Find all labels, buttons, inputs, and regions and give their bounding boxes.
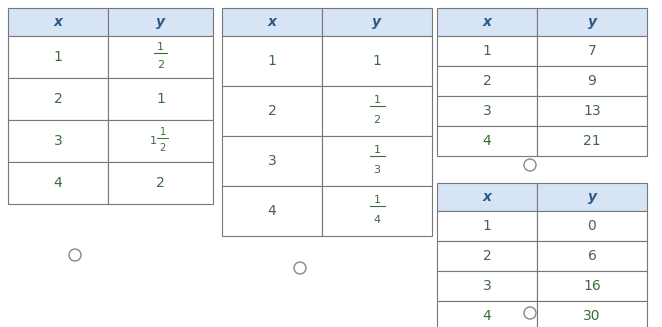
Bar bbox=[108, 36, 213, 78]
Bar bbox=[437, 183, 537, 211]
Bar bbox=[322, 86, 432, 136]
Text: 4: 4 bbox=[483, 134, 491, 148]
Text: x: x bbox=[54, 15, 62, 29]
Text: 13: 13 bbox=[583, 104, 601, 118]
Bar bbox=[222, 8, 322, 36]
Text: 3: 3 bbox=[483, 279, 491, 293]
Text: 3: 3 bbox=[267, 154, 276, 168]
Bar bbox=[108, 162, 213, 204]
Bar bbox=[8, 8, 108, 36]
Text: 9: 9 bbox=[588, 74, 596, 88]
Text: 1: 1 bbox=[156, 92, 165, 106]
Bar bbox=[437, 301, 537, 327]
Text: 1: 1 bbox=[373, 95, 381, 105]
Text: x: x bbox=[267, 15, 277, 29]
Text: 21: 21 bbox=[583, 134, 601, 148]
Bar bbox=[537, 211, 647, 241]
Bar bbox=[537, 96, 647, 126]
Bar bbox=[322, 8, 432, 36]
Bar bbox=[537, 36, 647, 66]
Text: 4: 4 bbox=[54, 176, 62, 190]
Text: 1: 1 bbox=[373, 145, 381, 155]
Text: 2: 2 bbox=[54, 92, 62, 106]
Text: 1: 1 bbox=[54, 50, 62, 64]
Text: 16: 16 bbox=[583, 279, 601, 293]
Bar bbox=[8, 78, 108, 120]
Text: 1: 1 bbox=[150, 136, 157, 146]
Text: 2: 2 bbox=[373, 115, 381, 125]
Bar bbox=[8, 162, 108, 204]
Text: 2: 2 bbox=[160, 143, 166, 153]
Text: 3: 3 bbox=[373, 165, 381, 175]
Text: 2: 2 bbox=[156, 176, 165, 190]
Bar bbox=[537, 126, 647, 156]
Text: 4: 4 bbox=[483, 309, 491, 323]
Bar bbox=[537, 183, 647, 211]
Bar bbox=[537, 301, 647, 327]
Bar bbox=[437, 271, 537, 301]
Bar bbox=[437, 126, 537, 156]
Text: 4: 4 bbox=[267, 204, 276, 218]
Bar bbox=[437, 36, 537, 66]
Bar bbox=[537, 66, 647, 96]
Bar bbox=[8, 120, 108, 162]
Text: 1: 1 bbox=[483, 44, 491, 58]
Text: 4: 4 bbox=[373, 215, 381, 225]
Text: 3: 3 bbox=[483, 104, 491, 118]
Text: 1: 1 bbox=[483, 219, 491, 233]
Bar bbox=[222, 36, 322, 86]
Text: 2: 2 bbox=[483, 74, 491, 88]
Bar bbox=[322, 36, 432, 86]
Bar bbox=[537, 8, 647, 36]
Text: 2: 2 bbox=[483, 249, 491, 263]
Text: x: x bbox=[483, 15, 491, 29]
Text: 2: 2 bbox=[157, 60, 164, 70]
Bar bbox=[222, 86, 322, 136]
Bar bbox=[437, 8, 537, 36]
Text: y: y bbox=[156, 15, 165, 29]
Bar bbox=[222, 186, 322, 236]
Bar bbox=[537, 271, 647, 301]
Text: 1: 1 bbox=[373, 54, 381, 68]
Text: 1: 1 bbox=[373, 195, 381, 205]
Bar bbox=[437, 211, 537, 241]
Text: 0: 0 bbox=[588, 219, 596, 233]
Bar bbox=[437, 66, 537, 96]
Bar bbox=[8, 36, 108, 78]
Bar bbox=[322, 186, 432, 236]
Bar bbox=[108, 120, 213, 162]
Bar bbox=[437, 241, 537, 271]
Text: 30: 30 bbox=[583, 309, 600, 323]
Text: y: y bbox=[587, 15, 596, 29]
Text: y: y bbox=[587, 190, 596, 204]
Text: 1: 1 bbox=[267, 54, 277, 68]
Bar bbox=[537, 241, 647, 271]
Text: 6: 6 bbox=[588, 249, 596, 263]
Text: 3: 3 bbox=[54, 134, 62, 148]
Text: 1: 1 bbox=[160, 127, 166, 137]
Bar bbox=[322, 136, 432, 186]
Bar bbox=[108, 78, 213, 120]
Bar bbox=[108, 8, 213, 36]
Text: 1: 1 bbox=[157, 42, 164, 52]
Bar bbox=[222, 136, 322, 186]
Text: y: y bbox=[373, 15, 381, 29]
Bar bbox=[437, 96, 537, 126]
Text: 2: 2 bbox=[267, 104, 276, 118]
Text: 7: 7 bbox=[588, 44, 596, 58]
Text: x: x bbox=[483, 190, 491, 204]
